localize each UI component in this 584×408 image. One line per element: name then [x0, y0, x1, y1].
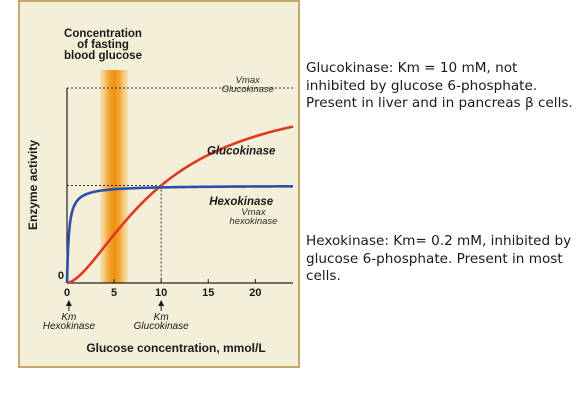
- series-line-glucokinase: [66, 125, 294, 285]
- x-tick-label: 20: [249, 287, 261, 299]
- vmax-label-hexokinase: hexokinase: [229, 216, 277, 227]
- km-label: Hexokinase: [43, 321, 96, 332]
- chart-title-line: of fasting: [77, 39, 129, 51]
- y-origin-label: 0: [58, 270, 64, 282]
- vmax-label-glucokinase: Vmax: [236, 75, 262, 86]
- x-tick-label: 5: [111, 287, 117, 299]
- x-tick-label: 10: [155, 287, 167, 299]
- series-label-hexokinase: Hexokinase: [209, 196, 274, 208]
- vmax-label-hexokinase: Vmax: [241, 207, 267, 218]
- hexokinase-note: Hexokinase: Km= 0.2 mM, inhibited by glu…: [306, 233, 572, 284]
- km-arrow-head: [158, 300, 165, 306]
- fasting-glucose-band: [100, 70, 129, 283]
- chart-title-line: Concentration: [64, 28, 142, 40]
- x-tick-label: 0: [64, 287, 70, 299]
- figure-panel: Concentration of fasting blood glucose Enzy…: [18, 0, 300, 390]
- series-label-glucokinase: Glucokinase: [207, 145, 276, 157]
- km-label: Km: [61, 312, 76, 323]
- km-label: Km: [154, 312, 169, 323]
- y-axis-label: Enzyme activity: [26, 140, 40, 230]
- km-label: Glucokinase: [134, 321, 189, 332]
- km-arrow-head: [65, 300, 72, 306]
- glucokinase-note: Glucokinase: Km = 10 mM, not inhibited b…: [306, 60, 573, 111]
- vmax-label-glucokinase: Glucokinase: [222, 84, 274, 95]
- x-axis-label: Glucose concentration, mmol/L: [86, 341, 265, 355]
- chart-title-line: blood glucose: [64, 50, 142, 62]
- x-tick-label: 15: [202, 287, 214, 299]
- series-line-hexokinase: [65, 185, 293, 284]
